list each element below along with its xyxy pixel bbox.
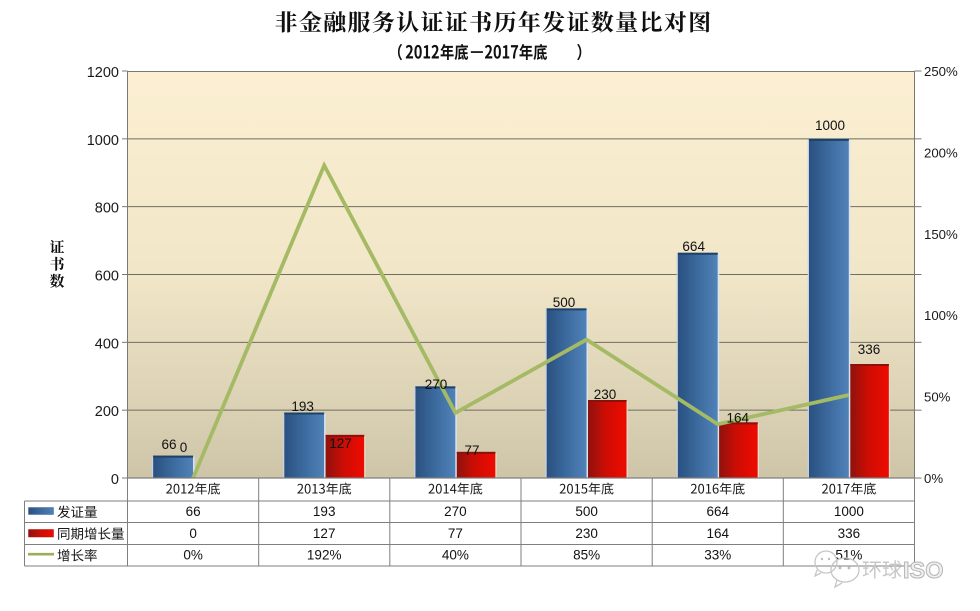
svg-text:0%: 0% <box>183 548 203 563</box>
svg-text:336: 336 <box>858 342 881 357</box>
svg-text:ISO: ISO <box>903 557 943 583</box>
svg-text:500: 500 <box>553 295 576 310</box>
svg-text:400: 400 <box>95 336 119 352</box>
svg-text:1000: 1000 <box>834 504 864 519</box>
svg-text:51%: 51% <box>835 548 862 563</box>
svg-text:127: 127 <box>313 526 336 541</box>
svg-text:193: 193 <box>291 399 314 414</box>
svg-text:1000: 1000 <box>87 133 119 149</box>
svg-text:230: 230 <box>575 526 598 541</box>
svg-text:600: 600 <box>95 269 119 285</box>
svg-text:270: 270 <box>444 504 467 519</box>
svg-text:50%: 50% <box>924 390 951 405</box>
svg-text:77: 77 <box>464 443 479 458</box>
svg-text:1000: 1000 <box>815 118 845 133</box>
svg-text:66: 66 <box>161 437 176 452</box>
svg-text:664: 664 <box>707 504 730 519</box>
svg-text:0: 0 <box>189 526 197 541</box>
svg-text:0: 0 <box>180 440 188 455</box>
svg-text:250%: 250% <box>924 64 958 79</box>
svg-text:270: 270 <box>425 377 448 392</box>
svg-text:40%: 40% <box>442 548 469 563</box>
svg-text:164: 164 <box>707 526 730 541</box>
svg-text:664: 664 <box>682 239 705 254</box>
svg-text:1200: 1200 <box>87 65 119 81</box>
svg-text:85%: 85% <box>573 548 600 563</box>
svg-text:800: 800 <box>95 201 119 217</box>
svg-text:0: 0 <box>111 472 119 488</box>
svg-text:500: 500 <box>575 504 598 519</box>
svg-text:100%: 100% <box>924 308 958 323</box>
svg-text:127: 127 <box>329 436 352 451</box>
svg-text:230: 230 <box>594 387 617 402</box>
svg-text:150%: 150% <box>924 227 958 242</box>
svg-text:33%: 33% <box>704 548 731 563</box>
svg-text:336: 336 <box>838 526 861 541</box>
svg-text:193: 193 <box>313 504 336 519</box>
svg-text:200%: 200% <box>924 145 958 160</box>
svg-text:0%: 0% <box>924 471 943 486</box>
svg-text:192%: 192% <box>307 548 342 563</box>
svg-text:77: 77 <box>448 526 463 541</box>
svg-text:200: 200 <box>95 404 119 420</box>
svg-text:164: 164 <box>727 411 750 426</box>
svg-text:66: 66 <box>186 504 201 519</box>
